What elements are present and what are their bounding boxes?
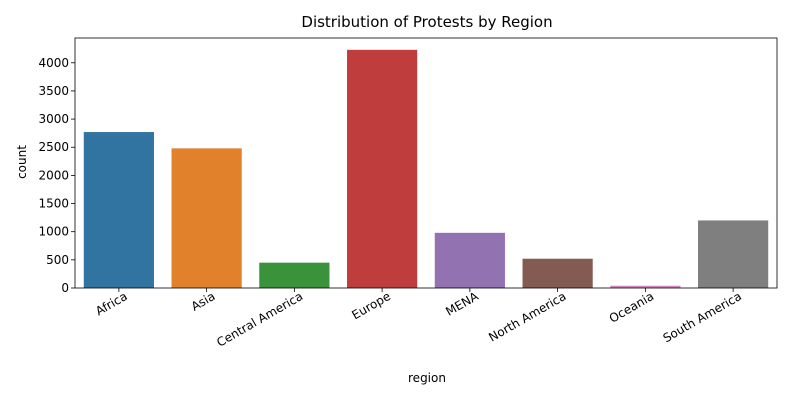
bar [434,232,505,288]
x-tick-label: Central America [214,289,305,350]
plot-frame [74,37,778,289]
x-tick-label: Oceania [607,289,657,326]
y-tick-label: 1500 [38,197,69,211]
y-tick-label: 4000 [38,56,69,70]
bar [347,49,418,288]
y-tick-label: 0 [61,281,69,295]
y-axis-label: count [15,145,29,179]
chart-title: Distribution of Protests by Region [301,13,552,31]
y-tick-label: 1000 [38,225,69,239]
bar [610,285,681,288]
bar [171,148,242,288]
y-axis: 0 500 1000 1500 2000 2500 3000 3500 4000 [38,56,75,295]
bar [522,258,593,288]
x-tick-label: Africa [93,289,130,318]
y-tick-label: 2000 [38,168,69,182]
x-tick-label: MENA [443,289,481,319]
x-tick-label: South America [661,289,744,345]
y-tick-label: 3500 [38,84,69,98]
bar [83,132,154,288]
bar [259,262,330,288]
x-axis-label: region [408,371,446,385]
y-tick-label: 500 [46,253,69,267]
x-tick-label: Asia [189,289,218,314]
x-tick-label: Europe [349,289,393,322]
y-tick-label: 3000 [38,112,69,126]
x-tick-label: North America [486,289,568,345]
plot-area [83,49,769,288]
bar [698,220,769,288]
y-tick-label: 2500 [38,140,69,154]
